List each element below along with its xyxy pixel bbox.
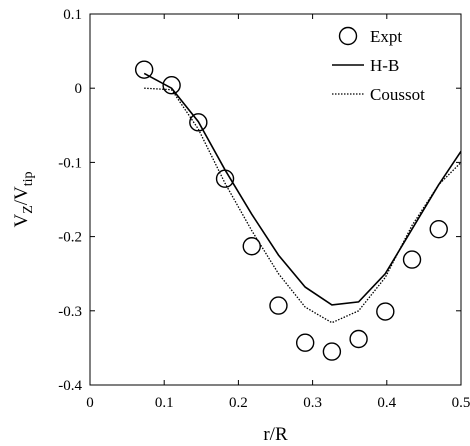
axes: 0 0.1 0.2 0.3 0.4 0.5 0.1 0 -0.1 -0.2 -0.3 -0.4 r/R V… <box>11 7 470 445</box>
legend: Expt H-B Coussot <box>332 26 425 104</box>
x-tick-label: 0.2 <box>229 395 248 411</box>
x-tick-label: 0.3 <box>303 395 322 411</box>
plot-frame <box>89 13 462 386</box>
legend-label-h-b: H-B <box>370 56 399 75</box>
data-point-expt <box>402 250 422 269</box>
y-tick-label: 0.1 <box>63 7 82 23</box>
y-axis-label-part: Z <box>21 205 36 214</box>
data-point-expt <box>295 333 315 352</box>
y-tick-label: 0 <box>75 81 83 97</box>
y-tick-label: -0.2 <box>58 230 82 246</box>
series-line-coussot <box>144 87 461 324</box>
y-tick-label: -0.1 <box>58 155 82 171</box>
data-point-expt <box>134 60 154 79</box>
x-axis-label: r/R <box>263 424 288 445</box>
data-point-expt <box>429 219 448 239</box>
y-tick-label: -0.4 <box>58 378 82 394</box>
data-point-expt <box>242 237 261 256</box>
x-tick-label: 0.4 <box>377 395 396 411</box>
y-axis-label-part: /V <box>11 186 32 205</box>
x-tick-label: 0 <box>86 395 94 411</box>
series-line-h-b <box>143 72 461 306</box>
legend-marker-expt <box>338 26 358 46</box>
x-tick-label: 0.5 <box>452 395 470 411</box>
y-tick-label: -0.3 <box>58 304 82 320</box>
data-point-expt <box>376 302 395 321</box>
y-axis-label-part: V <box>11 214 32 228</box>
data-point-expt <box>349 329 368 349</box>
y-axis-label-part: tip <box>21 171 36 186</box>
y-axis-label: VZ/Vtip <box>11 171 36 227</box>
data-point-expt <box>322 342 342 361</box>
data-point-expt <box>189 113 208 132</box>
data-point-expt <box>162 76 181 95</box>
plot-area <box>134 60 461 361</box>
x-tick-label: 0.1 <box>155 395 174 411</box>
legend-label-coussot: Coussot <box>370 85 425 104</box>
data-point-expt <box>269 296 288 315</box>
legend-label-expt: Expt <box>370 27 402 46</box>
